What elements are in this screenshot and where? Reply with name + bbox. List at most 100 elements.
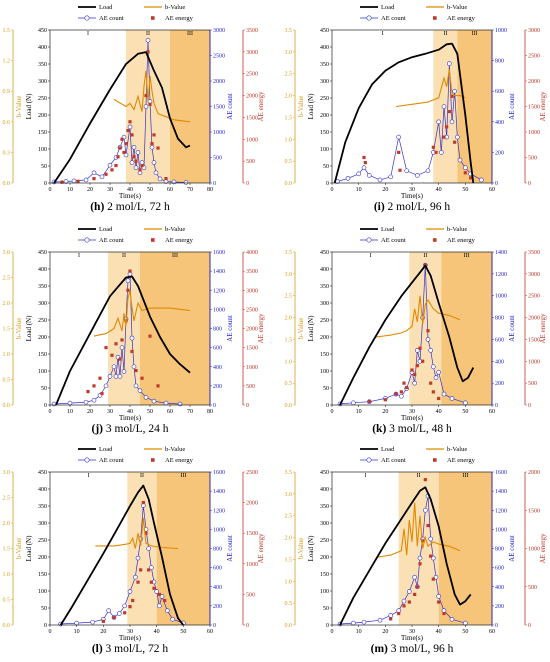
ae-energy-point-5 [434, 150, 438, 154]
ae-energy-point-2 [402, 604, 406, 608]
x-tick-label-2: 20 [382, 409, 388, 415]
load-tick-label-9: 450 [38, 470, 47, 476]
x-axis-title: Time(s) [401, 634, 424, 642]
ae-energy-point-1 [397, 611, 401, 616]
ae-count-point-6 [388, 174, 393, 180]
count-tick-label-6: 3000 [213, 28, 225, 34]
legend-aecount-marker [366, 237, 372, 243]
energy-tick-label-0: 0 [528, 403, 531, 409]
ae-count-point-13 [439, 150, 444, 155]
x-tick-label-6: 60 [489, 187, 495, 193]
count-tick-label-5: 1000 [495, 527, 507, 533]
load-tick-label-3: 150 [38, 352, 47, 358]
count-tick-label-7: 1400 [213, 269, 225, 275]
energy-tick-label-2: 1000 [246, 562, 258, 568]
legend-bvalue-label: b-Value [165, 4, 185, 11]
count-tick-label-1: 200 [495, 150, 504, 156]
energy-tick-label-1: 500 [246, 592, 255, 598]
load-tick-label-2: 100 [38, 589, 47, 595]
count-tick-label-1: 200 [213, 384, 222, 390]
ae-energy-point-1 [112, 616, 116, 620]
energy-tick-label-6: 3000 [246, 50, 258, 56]
x-tick-label-2: 20 [87, 409, 93, 415]
b-tick-label-4: 1.2 [3, 59, 11, 65]
b-tick-label-5: 2.5 [285, 72, 293, 78]
legend-aecount-marker [84, 237, 90, 243]
load-tick-label-0: 0 [326, 181, 329, 187]
ae-energy-point-10 [124, 142, 128, 146]
b-tick-label-1: 0.3 [3, 150, 11, 156]
count-tick-label-2: 400 [495, 120, 504, 126]
ae-count-point-16 [129, 335, 135, 341]
ae-energy-point-3 [399, 390, 403, 394]
x-tick-label-3: 30 [127, 629, 133, 635]
legend-aecount-label: AE count [99, 457, 124, 464]
legend-bvalue-label: b-Value [447, 226, 467, 233]
ae-count-point-3 [377, 617, 383, 623]
load-tick-label-2: 100 [320, 589, 329, 595]
ae-energy-point-10 [429, 554, 433, 558]
load-tick-label-7: 350 [320, 284, 329, 290]
load-tick-label-0: 0 [44, 623, 47, 629]
energy-axis-title: AE energy [539, 533, 547, 563]
ae-count-point-11 [127, 124, 133, 130]
legend: Load b-Value AE count AE energy [78, 226, 194, 244]
count-tick-label-0: 0 [495, 181, 498, 187]
energy-tick-label-3: 1500 [246, 346, 258, 352]
load-tick-label-7: 350 [38, 62, 47, 68]
load-axis-title: Load (N) [25, 535, 33, 562]
load-tick-label-6: 300 [38, 301, 47, 307]
count-tick-label-0: 0 [495, 623, 498, 629]
b-axis-title: b-Value [297, 538, 305, 560]
ae-count-point-15 [149, 565, 154, 570]
stage-band-III [170, 30, 210, 183]
panel-caption: (i) 2 mol/L, 96 h [374, 201, 451, 213]
ae-energy-point-2 [394, 392, 398, 396]
x-tick-label-1: 10 [356, 409, 362, 415]
ae-energy-point-11 [463, 171, 467, 175]
ae-count-point-2 [71, 178, 77, 184]
ae-energy-point-16 [156, 384, 160, 388]
ae-energy-point-24 [164, 177, 168, 181]
load-tick-label-0: 0 [326, 403, 329, 409]
b-tick-label-5: 1.5 [3, 28, 11, 34]
ae-energy-point-12 [426, 329, 430, 333]
ae-count-point-21 [151, 398, 157, 404]
ae-energy-point-13 [442, 611, 446, 616]
legend-aeenergy-label: AE energy [447, 237, 476, 244]
ae-count-point-19 [449, 616, 455, 622]
ae-energy-point-3 [398, 168, 402, 172]
energy-tick-label-6: 3000 [246, 288, 258, 294]
load-tick-label-6: 300 [38, 521, 47, 527]
ae-energy-point-5 [110, 353, 114, 357]
count-tick-label-1: 500 [213, 156, 222, 162]
ae-count-point-11 [119, 345, 125, 350]
ae-count-point-18 [133, 383, 139, 389]
ae-count-point-20 [165, 608, 170, 613]
ae-energy-point-12 [157, 592, 161, 596]
ae-energy-point-20 [148, 102, 152, 106]
load-tick-label-6: 300 [320, 301, 329, 307]
b-tick-label-6: 3.0 [285, 272, 293, 278]
ae-count-point-13 [425, 337, 431, 342]
ae-count-point-5 [377, 177, 383, 183]
load-tick-label-0: 0 [326, 623, 329, 629]
ae-energy-point-15 [437, 396, 441, 401]
ae-count-point-21 [463, 165, 468, 170]
load-tick-label-5: 250 [38, 538, 47, 544]
ae-count-point-9 [133, 574, 138, 580]
x-tick-label-5: 50 [180, 629, 186, 635]
b-tick-label-0: 0.0 [285, 181, 293, 187]
caption-text: 3 mol/L, 96 h [388, 643, 454, 655]
stage-label-III: III [180, 473, 186, 479]
ae-energy-point-8 [415, 364, 419, 368]
x-tick-label-6: 60 [489, 629, 495, 635]
ae-energy-point-5 [136, 580, 140, 584]
energy-tick-label-1: 500 [528, 381, 537, 387]
x-tick-label-4: 40 [436, 187, 442, 193]
legend-bvalue-label: b-Value [447, 4, 467, 11]
ae-count-point-5 [399, 393, 404, 399]
stage-band-III [140, 252, 210, 405]
energy-tick-label-3: 1500 [246, 531, 258, 537]
